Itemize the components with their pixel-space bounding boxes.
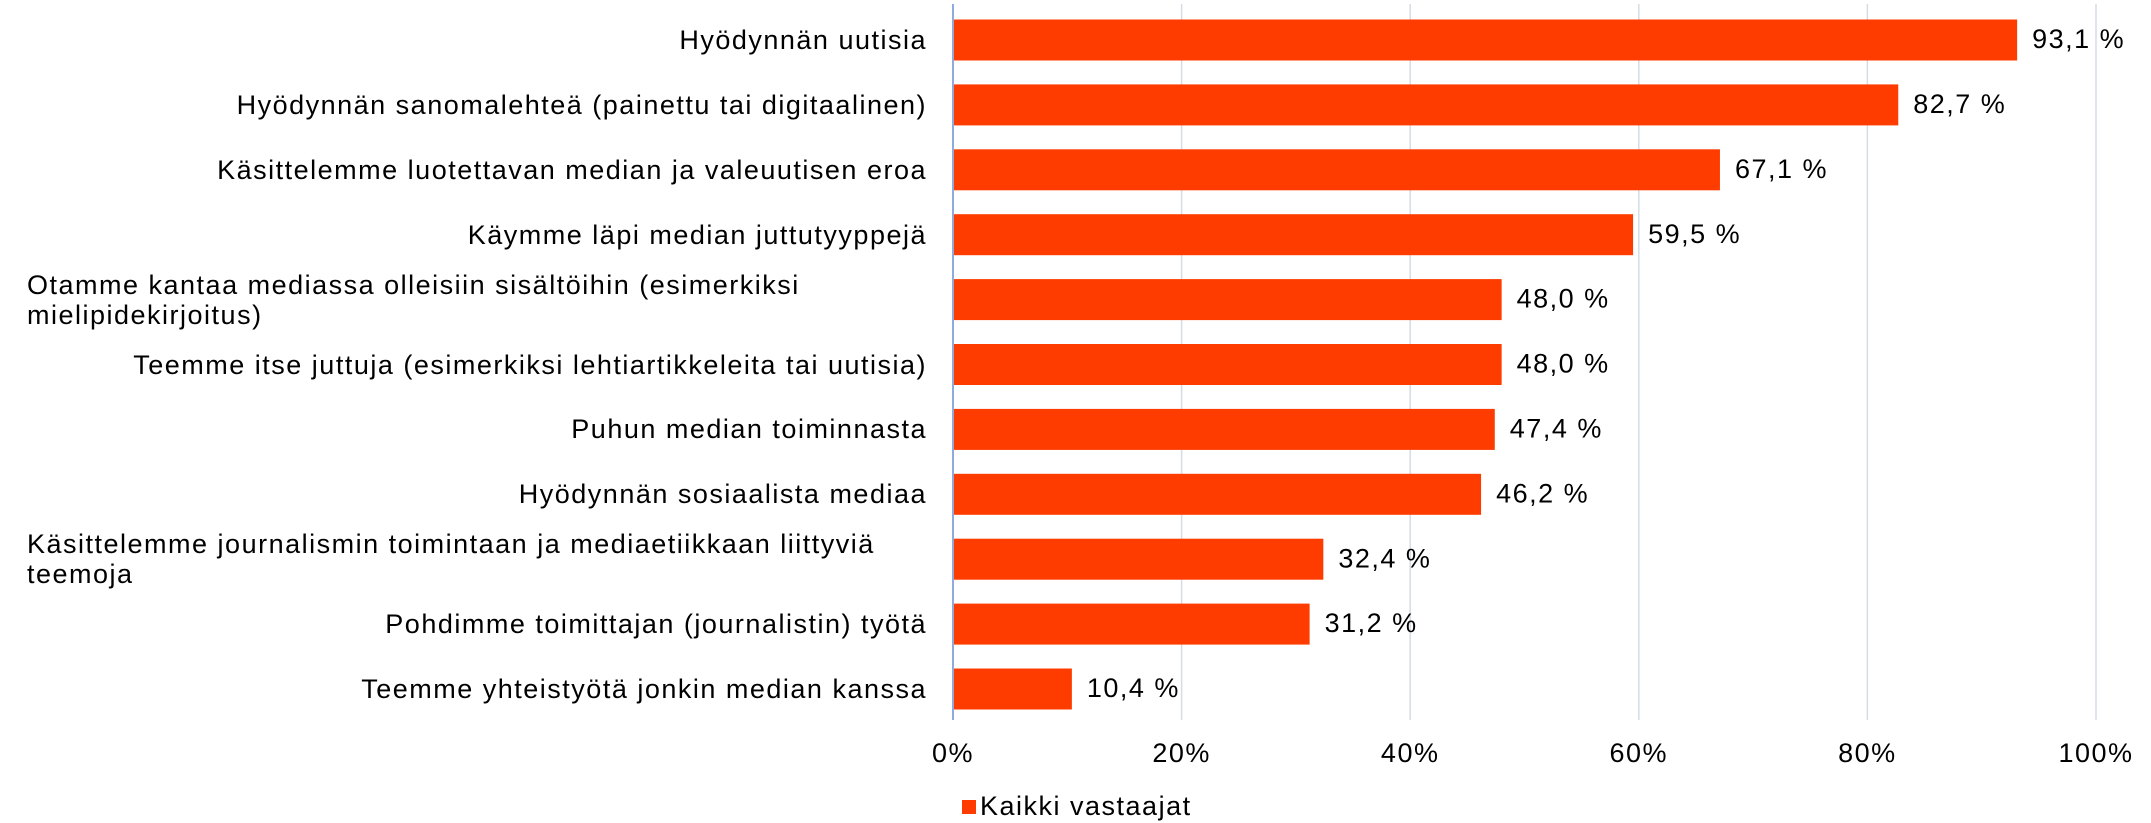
- y-tick-label: Pohdimme toimittajan (journalistin) työt…: [385, 609, 927, 640]
- bar: [953, 84, 1899, 126]
- x-tick-label: 20%: [1152, 738, 1211, 768]
- y-tick-label: Puhun median toiminnasta: [571, 414, 927, 445]
- bar: [953, 149, 1720, 191]
- bar: [953, 538, 1324, 580]
- value-label: 46,2 %: [1496, 478, 1589, 508]
- legend-label: Kaikki vastaajat: [980, 791, 1192, 821]
- value-label: 32,4 %: [1338, 543, 1431, 573]
- x-tick-label: 100%: [2058, 738, 2133, 768]
- y-tick-label: Hyödynnän uutisia: [679, 25, 927, 55]
- value-label: 48,0 %: [1517, 284, 1610, 314]
- value-label: 10,4 %: [1087, 673, 1180, 703]
- bar: [953, 668, 1072, 710]
- value-label: 59,5 %: [1648, 219, 1741, 249]
- x-tick-label: 60%: [1610, 738, 1669, 768]
- y-tick-label: Hyödynnän sanomalehteä (painettu tai dig…: [236, 89, 927, 120]
- value-label: 93,1 %: [2032, 24, 2125, 54]
- value-label: 47,4 %: [1510, 414, 1603, 444]
- x-tick-label: 40%: [1381, 738, 1440, 768]
- value-label: 31,2 %: [1325, 608, 1418, 638]
- bar: [953, 19, 2018, 61]
- value-label: 82,7 %: [1913, 89, 2006, 119]
- y-tick-label: Teemme itse juttuja (esimerkiksi lehtiar…: [133, 349, 927, 380]
- x-tick-label: 0%: [932, 738, 974, 768]
- y-tick-label: Käsittelemme journalismin toimintaan ja …: [27, 529, 875, 590]
- bar: [953, 408, 1495, 450]
- y-tick-label: Otamme kantaa mediassa olleisiin sisältö…: [27, 269, 800, 330]
- value-label: 67,1 %: [1735, 154, 1828, 184]
- legend-swatch: [962, 800, 976, 814]
- bar: [953, 279, 1502, 321]
- bar: [953, 214, 1634, 256]
- bar: [953, 473, 1482, 515]
- y-tick-label: Käymme läpi median juttutyyppejä: [467, 219, 927, 250]
- y-tick-label: Teemme yhteistyötä jonkin median kanssa: [361, 674, 927, 704]
- bar: [953, 603, 1310, 645]
- y-tick-label: Hyödynnän sosiaalista mediaa: [518, 479, 927, 510]
- bar: [953, 344, 1502, 385]
- x-tick-label: 80%: [1838, 738, 1897, 768]
- y-tick-label: Käsittelemme luotettavan median ja valeu…: [217, 154, 927, 185]
- value-label: 48,0 %: [1517, 349, 1610, 379]
